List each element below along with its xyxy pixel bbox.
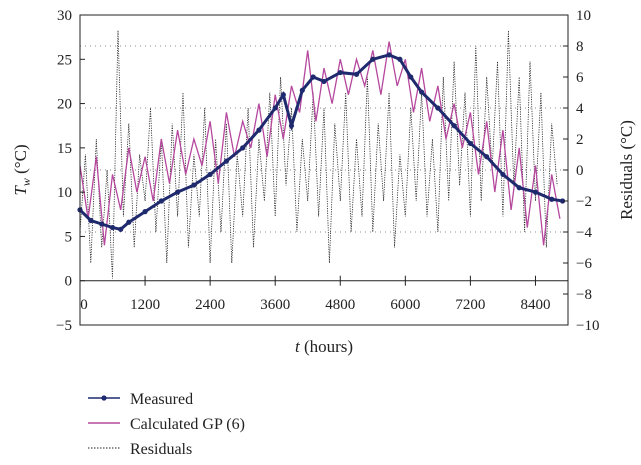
- measured-point: [484, 154, 490, 160]
- x-axis-label: t (hours): [295, 337, 353, 356]
- series-measured: [77, 52, 566, 232]
- measured-point: [419, 89, 425, 95]
- y-left-tick-label: 15: [57, 141, 72, 157]
- measured-point: [435, 105, 441, 111]
- measured-point: [142, 209, 148, 215]
- measured-markers: [77, 52, 566, 232]
- legend-item-residuals: Residuals: [88, 441, 192, 458]
- measured-point: [549, 196, 555, 202]
- y-left-tick-label: 10: [57, 185, 72, 201]
- y-right-tick-label: 0: [576, 163, 584, 179]
- y-right-tick-label: 4: [576, 101, 584, 117]
- y-right-tick-label: −8: [576, 287, 592, 303]
- measured-point: [88, 217, 94, 224]
- calculated-line: [79, 41, 561, 246]
- y-right-tick-label: −2: [576, 194, 592, 210]
- measured-point: [532, 189, 539, 195]
- x-axis: 0 1200 2400 3600 4800 6000 7200 8400: [79, 275, 568, 313]
- measured-point: [451, 123, 457, 129]
- y-right-tick-label: 2: [576, 132, 584, 148]
- measured-point: [240, 145, 246, 151]
- legend: Measured Calculated GP (6) Residuals: [88, 391, 245, 458]
- y-right-tick-label: −6: [576, 256, 592, 272]
- y-left-tick-label: 30: [57, 8, 72, 24]
- y-right-tick-label: −10: [576, 318, 599, 334]
- y-right-tick-label: −4: [576, 225, 592, 241]
- x-tick-label: 8400: [520, 297, 550, 313]
- y-right-tick-label: 6: [576, 70, 584, 86]
- x-tick-label: 2400: [195, 297, 225, 313]
- measured-point: [397, 56, 403, 62]
- y-right-tick-label: 10: [576, 8, 591, 24]
- legend-label-measured: Measured: [130, 391, 193, 408]
- x-tick-label: 1200: [130, 297, 160, 313]
- measured-point: [158, 198, 164, 204]
- y-left-tick-label: −5: [56, 318, 72, 334]
- x-tick-label: 3600: [260, 297, 290, 313]
- x-tick-label: 7200: [455, 297, 485, 313]
- measured-point: [310, 74, 316, 80]
- measured-point: [288, 123, 295, 129]
- measured-point: [337, 69, 343, 76]
- y-axis-right-label: Residuals (°C): [617, 120, 636, 220]
- measured-point: [386, 52, 392, 58]
- x-tick-label: 0: [80, 297, 88, 313]
- y-axis-left: −5 0 5 10 15 20 25 30: [56, 8, 85, 334]
- measured-point: [299, 87, 305, 93]
- y-left-tick-label: 5: [65, 229, 73, 245]
- x-tick-label: 4800: [325, 297, 355, 313]
- measured-point: [118, 226, 124, 232]
- measured-point: [280, 92, 286, 98]
- measured-point: [109, 224, 116, 231]
- gridlines: [80, 45, 568, 233]
- measured-point: [191, 182, 197, 188]
- measured-point: [408, 74, 414, 80]
- measured-point: [126, 219, 132, 225]
- y-left-tick-label: 0: [65, 274, 73, 290]
- measured-point: [353, 71, 360, 77]
- measured-point: [175, 189, 181, 195]
- legend-item-calculated: Calculated GP (6): [88, 416, 245, 433]
- series-calculated: [79, 41, 561, 246]
- measured-point: [99, 221, 105, 227]
- measured-point: [370, 56, 376, 62]
- y-left-tick-label: 25: [57, 52, 72, 68]
- measured-point: [516, 185, 522, 191]
- residuals-line: [79, 30, 558, 279]
- measured-point: [500, 171, 506, 178]
- legend-label-calculated: Calculated GP (6): [130, 416, 245, 433]
- x-tick-label: 6000: [390, 297, 420, 313]
- y-axis-left-label: Tw (°C): [11, 144, 33, 195]
- measured-point: [321, 78, 327, 85]
- measured-point: [272, 105, 278, 111]
- y-axis-right: −10 −8 −6 −4 −2 0 2 4 6 8 10: [563, 8, 599, 334]
- series-residuals: [79, 30, 558, 279]
- measured-point: [467, 140, 473, 147]
- plot-frame: [79, 14, 569, 326]
- measured-point: [256, 127, 262, 133]
- measured-line: [78, 53, 563, 231]
- measured-point: [223, 158, 229, 164]
- measured-point: [207, 171, 213, 178]
- y-right-tick-label: 8: [576, 39, 584, 55]
- legend-label-residuals: Residuals: [130, 441, 192, 458]
- y-left-tick-label: 20: [57, 97, 72, 113]
- legend-item-measured: Measured: [88, 391, 193, 408]
- measured-point: [559, 198, 566, 204]
